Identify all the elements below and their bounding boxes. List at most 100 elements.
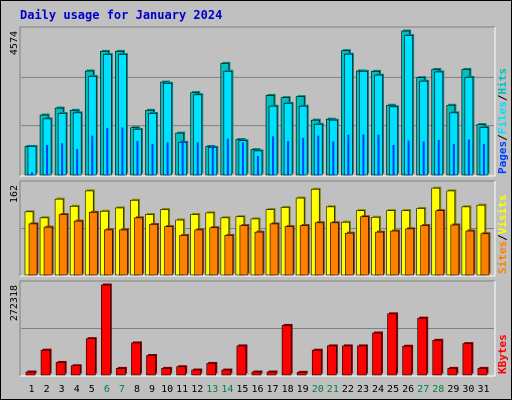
sites-bar [390,230,399,276]
x-tick-label: 23 [357,384,369,395]
x-tick-label: 2 [44,384,50,395]
pages-bar [347,134,350,175]
x-tick-label: 24 [372,384,384,395]
legend-sites: Sites [496,241,509,274]
pages-bar [392,144,395,175]
sites-bar [224,235,234,276]
legend-hits: Hits [496,68,509,95]
x-tick-label: 5 [89,384,95,395]
pages-bar [422,141,425,175]
kbytes-ymax-label: 272318 [9,285,20,321]
sites-bar [194,229,204,276]
kbytes-bar [266,371,277,376]
sites-bar [435,210,445,276]
pages-bar [256,155,259,175]
kbytes-bar [161,368,171,376]
visits-legend-separator: / [496,234,509,241]
sites-bar [239,225,249,276]
pages-bar [136,141,139,175]
pages-bar [181,140,184,175]
hits-legend-separator: / [496,94,509,101]
kbytes-bar [417,317,427,376]
sites-bar [465,230,475,276]
sites-bar [480,233,490,276]
kbytes-bar [432,339,443,376]
kbytes-bar [55,362,66,376]
pages-bar [121,127,124,175]
kbytes-bar [477,368,488,376]
x-axis-labels: 1 2 3 4 5 6 7 8 9 10 11 12 13 14 15 16 17 18 19 20 21 22 23 24 2… [29,384,490,395]
kbytes-bar [372,332,382,376]
x-tick-label: 27 [417,384,429,395]
kbytes-bar [25,371,36,376]
x-tick-label: 30 [462,384,474,395]
kbytes-bar [402,345,412,376]
pages-bar [61,143,64,175]
x-tick-label: 3 [59,384,65,395]
kbytes-bar [176,366,186,376]
x-tick-label: 8 [134,384,140,395]
pages-bar [31,172,33,175]
x-tick-label: 9 [149,384,155,395]
visits-legend: Sites/Visits [496,195,509,275]
sites-bar [149,224,158,276]
x-tick-label: 13 [206,384,218,395]
x-tick-label: 10 [161,384,173,395]
kbytes-bar [236,345,247,376]
legend-files: Files [496,101,509,134]
x-tick-label: 20 [312,384,324,395]
sites-bar [164,226,173,276]
x-tick-label: 6 [104,384,110,395]
sites-bar [375,231,384,276]
pages-bar [332,141,335,175]
x-tick-label: 16 [251,384,263,395]
kbytes-legend: KBytes [496,334,509,374]
sites-bar [88,212,98,276]
kbytes-bar [85,338,96,376]
files-bar [27,146,37,176]
pages-bar [76,149,79,175]
sites-bar [269,223,279,276]
hits-legend-separator: / [496,134,509,141]
x-tick-label: 28 [432,384,444,395]
pages-bar [302,137,305,175]
x-tick-label: 4 [74,384,80,395]
pages-bar [437,139,440,175]
x-tick-label: 1 [29,384,35,395]
sites-bar [104,229,113,276]
pages-bar [196,142,199,175]
pages-bar [482,143,485,175]
hits-legend: Pages/Files/Hits [496,68,509,174]
x-tick-label: 14 [221,384,233,395]
sites-bar [43,226,53,276]
chart-title: Daily usage for January 2024 [20,8,222,22]
pages-bar [287,141,290,175]
x-tick-label: 15 [236,384,248,395]
sites-bar [345,232,354,276]
sites-bar [58,214,68,276]
chart-panels: 4574Pages/Files/Hits162Sites/Visits27231… [9,26,509,377]
hits-ymax-label: 4574 [9,31,20,55]
kbytes-bar [342,345,352,376]
pages-bar [211,145,214,175]
kbytes-bar [357,345,367,376]
legend-visits: Visits [496,195,509,235]
x-tick-label: 11 [176,384,188,395]
kbytes-bar [326,345,337,376]
kbytes-bar [311,349,322,376]
kbytes-bar [101,284,111,376]
kbytes-bar [251,371,262,376]
sites-bar [73,220,83,276]
sites-bar [28,223,38,276]
legend-pages: Pages [496,141,509,174]
pages-bar [362,134,365,175]
sites-bar [420,225,429,276]
pages-bar [226,138,229,175]
pages-bar [452,143,455,175]
x-tick-label: 25 [387,384,399,395]
sites-bar [405,228,414,276]
kbytes-bar [206,363,217,376]
pages-bar [46,144,49,175]
visits-ymax-label: 162 [9,185,20,203]
